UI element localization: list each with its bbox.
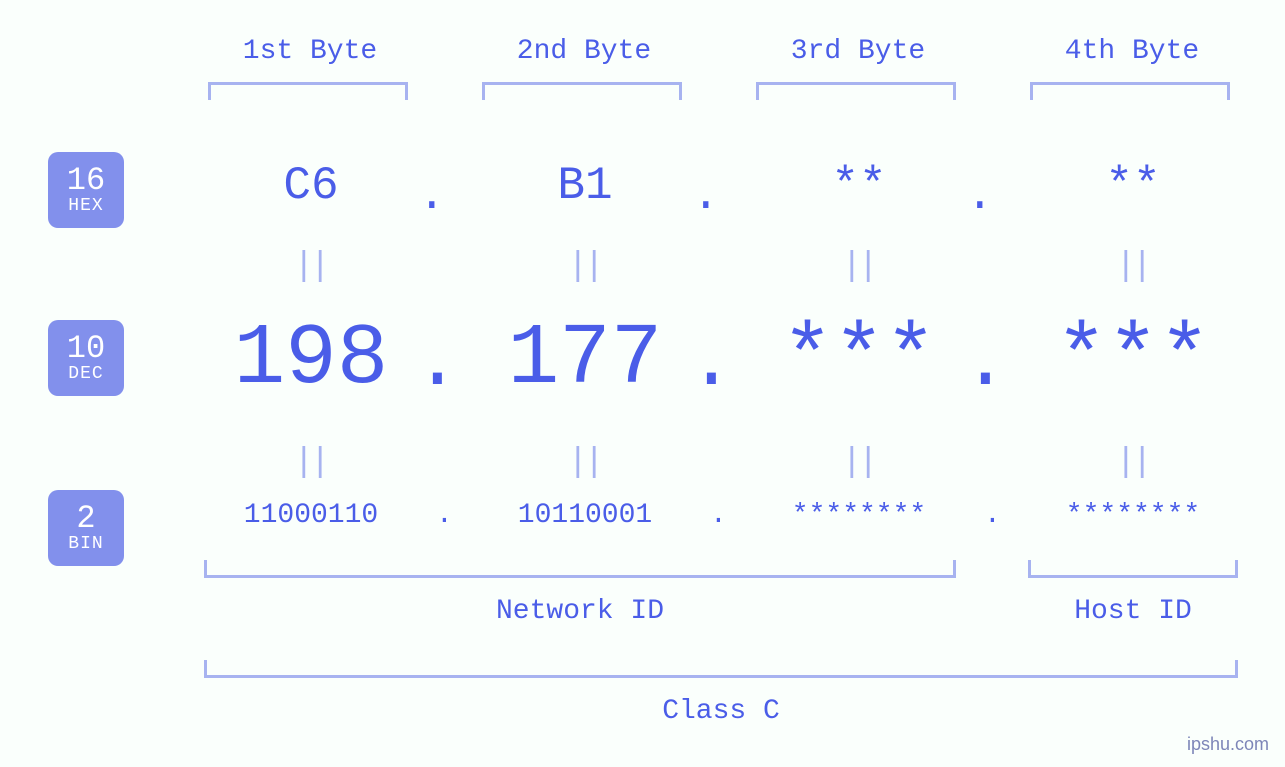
dec-dot-2: . — [688, 320, 735, 408]
badge-dec-label: DEC — [68, 365, 103, 384]
dec-byte-4: *** — [1008, 310, 1258, 408]
hex-dot-1: . — [418, 170, 446, 222]
bracket-byte-1 — [208, 82, 408, 100]
bracket-host-id — [1028, 560, 1238, 578]
equals-dec-bin-1: || — [290, 444, 330, 482]
equals-dec-bin-2: || — [564, 444, 604, 482]
hex-dot-2: . — [692, 170, 720, 222]
bin-dot-3: . — [984, 500, 1001, 531]
equals-hex-dec-4: || — [1112, 248, 1152, 286]
badge-bin-base: 2 — [76, 502, 95, 536]
byte-header-3: 3rd Byte — [758, 36, 958, 67]
hex-byte-4: ** — [1008, 160, 1258, 212]
equals-hex-dec-1: || — [290, 248, 330, 286]
hex-byte-2: B1 — [460, 160, 710, 212]
badge-dec-base: 10 — [67, 332, 105, 366]
equals-dec-bin-3: || — [838, 444, 878, 482]
badge-dec: 10 DEC — [48, 320, 124, 396]
dec-byte-2: 177 — [460, 310, 710, 408]
hex-byte-1: C6 — [186, 160, 436, 212]
bin-byte-4: ******** — [1008, 500, 1258, 531]
equals-hex-dec-2: || — [564, 248, 604, 286]
bracket-network-id — [204, 560, 956, 578]
label-host-id: Host ID — [1028, 596, 1238, 627]
bin-dot-2: . — [710, 500, 727, 531]
hex-byte-3: ** — [734, 160, 984, 212]
label-network-id: Network ID — [204, 596, 956, 627]
bracket-byte-3 — [756, 82, 956, 100]
bracket-byte-4 — [1030, 82, 1230, 100]
hex-dot-3: . — [966, 170, 994, 222]
byte-header-1: 1st Byte — [210, 36, 410, 67]
label-class: Class C — [204, 696, 1238, 727]
equals-dec-bin-4: || — [1112, 444, 1152, 482]
watermark: ipshu.com — [1187, 734, 1269, 755]
badge-hex-base: 16 — [67, 164, 105, 198]
dec-byte-1: 198 — [186, 310, 436, 408]
bin-dot-1: . — [436, 500, 453, 531]
bracket-byte-2 — [482, 82, 682, 100]
bin-byte-1: 11000110 — [186, 500, 436, 531]
equals-hex-dec-3: || — [838, 248, 878, 286]
bin-byte-3: ******** — [734, 500, 984, 531]
bracket-class — [204, 660, 1238, 678]
badge-bin-label: BIN — [68, 535, 103, 554]
badge-hex: 16 HEX — [48, 152, 124, 228]
byte-header-4: 4th Byte — [1032, 36, 1232, 67]
bin-byte-2: 10110001 — [460, 500, 710, 531]
dec-byte-3: *** — [734, 310, 984, 408]
dec-dot-1: . — [414, 320, 461, 408]
byte-header-2: 2nd Byte — [484, 36, 684, 67]
badge-bin: 2 BIN — [48, 490, 124, 566]
dec-dot-3: . — [962, 320, 1009, 408]
badge-hex-label: HEX — [68, 197, 103, 216]
